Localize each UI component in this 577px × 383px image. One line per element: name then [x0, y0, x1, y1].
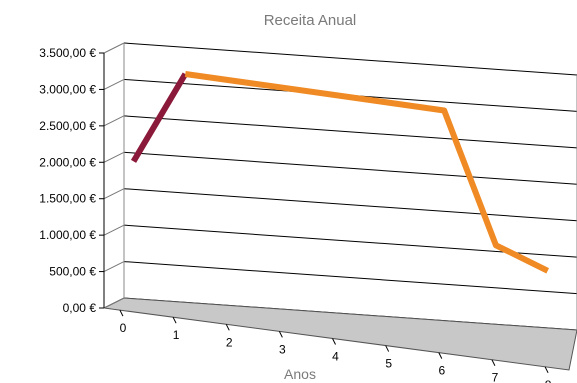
gridline: [123, 151, 577, 185]
y-tick-label: 2.000,00 €: [39, 155, 96, 169]
x-tick-mark: [278, 331, 283, 338]
x-tick-label: 6: [438, 364, 445, 378]
x-tick-label: 5: [385, 357, 392, 371]
x-tick-mark: [544, 366, 549, 374]
wall-tick: [103, 42, 125, 54]
x-tick-mark: [491, 359, 496, 366]
wall-tick: [103, 224, 125, 236]
gridlines: [123, 42, 577, 331]
wall-tick: [103, 78, 125, 90]
series-lines: [130, 70, 550, 274]
y-tick-label: 500,00 €: [49, 265, 96, 279]
x-tick-mark: [119, 309, 124, 317]
series-line: [130, 72, 188, 163]
x-tick-label: 3: [279, 342, 286, 356]
y-tick-label: 1.500,00 €: [39, 192, 96, 206]
gridline: [123, 188, 577, 222]
wall-tick: [103, 261, 125, 273]
tick-labels: 0,00 € 500,00 € 1.000,00 € 1.500,00 € 2.000,…: [39, 46, 551, 383]
series-line: [184, 70, 550, 274]
y-tick-label: 0,00 €: [63, 301, 97, 315]
y-tick-label: 3.500,00 €: [39, 46, 96, 60]
wall-tick: [103, 151, 125, 163]
gridline: [123, 42, 577, 76]
y-tick-label: 1.000,00 €: [39, 228, 96, 242]
axes: [99, 42, 577, 374]
x-tick-label: 0: [120, 321, 127, 335]
wall-tick: [103, 297, 125, 309]
wall-tick: [103, 188, 125, 200]
y-tick-label: 2.500,00 €: [39, 119, 96, 133]
gridline: [123, 115, 577, 149]
x-tick-label: 4: [332, 349, 339, 363]
x-axis-title: Anos: [284, 366, 316, 382]
x-tick-mark: [385, 345, 390, 352]
x-tick-mark: [225, 324, 230, 331]
x-tick-label: 7: [492, 371, 499, 383]
x-tick-label: 8: [545, 378, 552, 383]
x-tick-mark: [172, 316, 177, 324]
chart-title: Receita Anual: [264, 12, 357, 29]
x-tick-mark: [438, 352, 443, 359]
y-tick-label: 3.000,00 €: [39, 82, 96, 96]
gridline: [123, 224, 577, 258]
x-tick-label: 1: [173, 328, 180, 342]
wall-tick: [103, 115, 125, 127]
x-tick-mark: [332, 338, 336, 345]
x-tick-label: 2: [226, 335, 233, 349]
gridline: [123, 261, 577, 295]
